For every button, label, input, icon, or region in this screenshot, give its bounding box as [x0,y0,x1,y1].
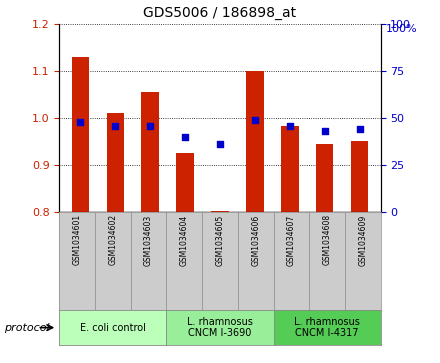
Text: GSM1034608: GSM1034608 [323,214,332,265]
Text: 100%: 100% [386,24,418,34]
Point [77,119,84,125]
Text: protocol: protocol [4,323,50,333]
Title: GDS5006 / 186898_at: GDS5006 / 186898_at [143,6,297,20]
Text: GSM1034604: GSM1034604 [180,214,189,266]
Text: L. rhamnosus
CNCM I-3690: L. rhamnosus CNCM I-3690 [187,317,253,338]
Bar [106,113,124,212]
Point [321,128,328,134]
Bar [351,140,368,212]
Text: GSM1034601: GSM1034601 [73,214,82,265]
Point [216,142,224,147]
Bar [176,153,194,212]
Text: GSM1034606: GSM1034606 [251,214,260,266]
Text: GSM1034609: GSM1034609 [358,214,367,266]
Point [112,123,119,129]
Bar [72,57,89,212]
Point [147,123,154,129]
Point [286,123,293,129]
Point [356,126,363,132]
Point [182,134,189,140]
Text: GSM1034605: GSM1034605 [216,214,224,266]
Bar [281,126,299,212]
Bar [246,71,264,212]
Text: GSM1034603: GSM1034603 [144,214,153,266]
Text: GSM1034602: GSM1034602 [108,214,117,265]
Point [251,117,258,123]
Bar [141,92,159,212]
Bar [316,144,334,212]
Text: L. rhamnosus
CNCM I-4317: L. rhamnosus CNCM I-4317 [294,317,360,338]
Text: GSM1034607: GSM1034607 [287,214,296,266]
Text: E. coli control: E. coli control [80,323,146,333]
Bar [211,211,229,212]
